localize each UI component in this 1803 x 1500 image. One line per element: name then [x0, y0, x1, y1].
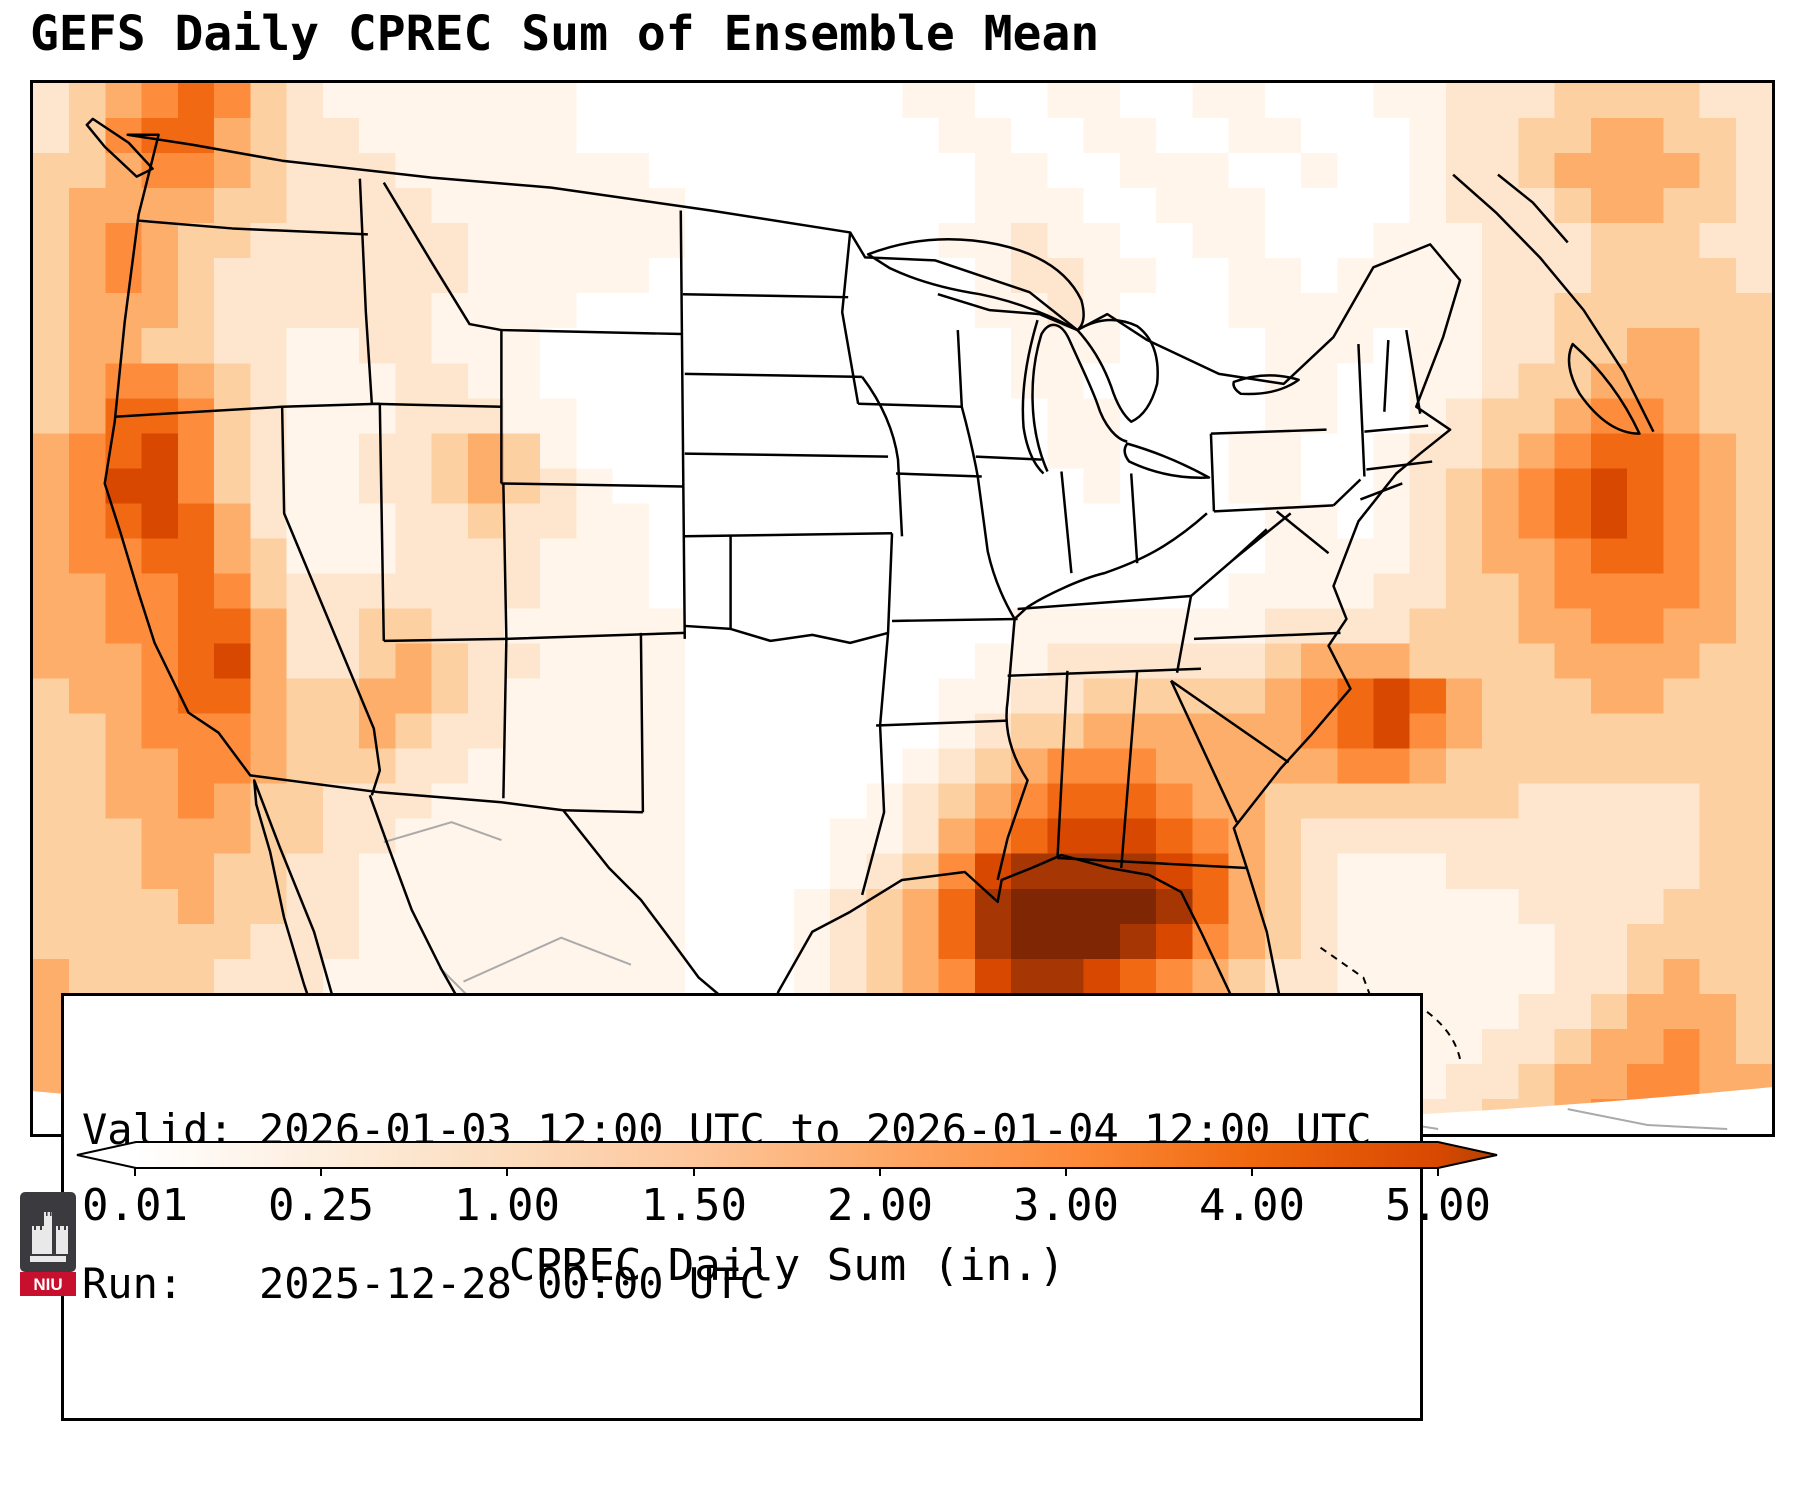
colorbar-tick-labels: 0.01 0.25 1.00 1.50 2.00 3.00 4.00 5.00 [75, 1180, 1499, 1232]
niu-logo-text: NIU [33, 1275, 62, 1294]
figure-title: GEFS Daily CPREC Sum of Ensemble Mean [30, 6, 1100, 62]
colorbar-tick-marks [134, 1168, 1439, 1176]
us-borders [85, 117, 1655, 1128]
colorbar-axis-label: CPREC Daily Sum (in.) [508, 1240, 1066, 1291]
map-outlines [33, 117, 1772, 1134]
colorbar [76, 1141, 1498, 1176]
niu-logo: NIU [20, 1192, 76, 1296]
tick-label: 5.00 [1385, 1180, 1491, 1231]
run-time-text: Run: 2025-12-28 00:00 UTC [82, 1259, 765, 1309]
tick-label: 0.25 [268, 1180, 374, 1231]
tick-label: 1.00 [454, 1180, 560, 1231]
tick-label: 2.00 [827, 1180, 933, 1231]
tick-label: 1.50 [641, 1180, 747, 1231]
tick-label: 4.00 [1199, 1180, 1305, 1231]
tick-label: 0.01 [82, 1180, 188, 1231]
map-panel: Valid: 2026-01-03 12:00 UTC to 2026-01-0… [30, 80, 1775, 1421]
colorbar-gradient-bar [76, 1141, 1498, 1169]
niu-castle-icon: NIU [20, 1192, 76, 1296]
tick-label: 3.00 [1013, 1180, 1119, 1231]
